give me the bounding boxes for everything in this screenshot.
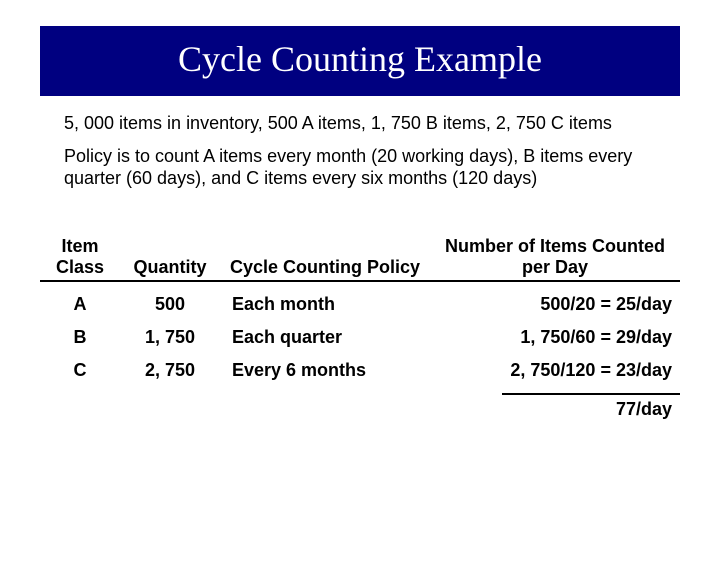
- table-header-row: Item Class Quantity Cycle Counting Polic…: [40, 230, 680, 288]
- table-row: C 2, 750 Every 6 months 2, 750/120 = 23/…: [40, 354, 680, 387]
- header-policy: Cycle Counting Policy: [220, 257, 430, 282]
- data-table: Item Class Quantity Cycle Counting Polic…: [40, 230, 680, 426]
- cell-count: 1, 750/60 = 29/day: [442, 327, 680, 348]
- header-count: Number of Items Counted per Day: [430, 236, 680, 282]
- cell-qty: 2, 750: [120, 360, 220, 381]
- cell-count: 500/20 = 25/day: [442, 294, 680, 315]
- table-row: A 500 Each month 500/20 = 25/day: [40, 288, 680, 321]
- cell-class: C: [40, 360, 120, 381]
- table-row: B 1, 750 Each quarter 1, 750/60 = 29/day: [40, 321, 680, 354]
- cell-qty: 1, 750: [120, 327, 220, 348]
- cell-class: A: [40, 294, 120, 315]
- header-quantity: Quantity: [120, 257, 220, 282]
- title-bar: Cycle Counting Example: [40, 26, 680, 96]
- cell-qty: 500: [120, 294, 220, 315]
- body-text: 5, 000 items in inventory, 500 A items, …: [64, 112, 666, 190]
- cell-total: 77/day: [502, 393, 680, 420]
- cell-policy: Each quarter: [220, 327, 442, 348]
- cell-policy: Each month: [220, 294, 442, 315]
- paragraph-1: 5, 000 items in inventory, 500 A items, …: [64, 112, 666, 135]
- cell-count: 2, 750/120 = 23/day: [442, 360, 680, 381]
- slide: Cycle Counting Example 5, 000 items in i…: [0, 26, 720, 566]
- cell-class: B: [40, 327, 120, 348]
- paragraph-2: Policy is to count A items every month (…: [64, 145, 666, 190]
- table-total-row: 77/day: [40, 387, 680, 426]
- slide-title: Cycle Counting Example: [40, 38, 680, 80]
- cell-policy: Every 6 months: [220, 360, 442, 381]
- header-item-class: Item Class: [40, 236, 120, 282]
